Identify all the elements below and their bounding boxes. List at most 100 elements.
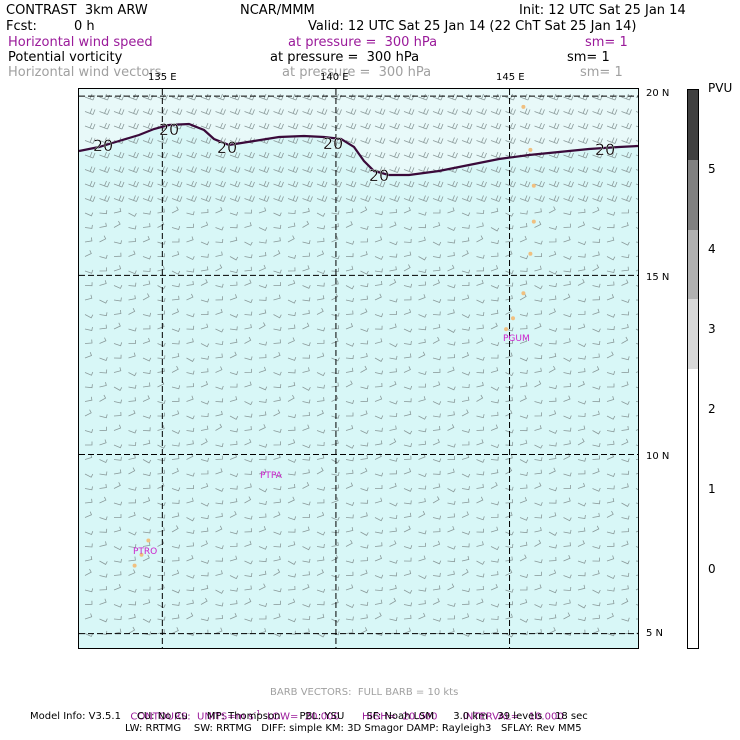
wind-barb bbox=[418, 151, 429, 159]
wind-barb bbox=[171, 283, 180, 288]
wind-barb bbox=[244, 311, 253, 316]
wind-barb bbox=[360, 601, 369, 606]
wind-barb bbox=[374, 542, 383, 547]
wind-barb bbox=[171, 512, 180, 518]
wind-barb bbox=[142, 210, 151, 215]
wind-barb bbox=[200, 151, 212, 159]
wind-barb bbox=[128, 180, 139, 188]
wind-barb bbox=[99, 439, 107, 446]
wind-barb bbox=[563, 166, 574, 173]
wind-barb bbox=[273, 473, 282, 478]
wind-barb bbox=[374, 180, 386, 188]
wind-barb bbox=[244, 195, 255, 202]
wind-barb bbox=[316, 499, 325, 504]
wind-barb bbox=[302, 354, 310, 359]
wind-barb bbox=[244, 560, 253, 565]
wind-barb bbox=[461, 613, 470, 620]
wind-barb bbox=[592, 500, 601, 505]
wind-barb bbox=[316, 467, 324, 475]
wind-barb bbox=[577, 151, 589, 159]
wind-barb bbox=[548, 487, 558, 492]
wind-barb bbox=[287, 414, 296, 419]
flight-track bbox=[132, 104, 536, 568]
wind-barb bbox=[403, 137, 415, 144]
wind-barb bbox=[302, 444, 311, 449]
wind-barb bbox=[505, 429, 514, 434]
wind-barb bbox=[113, 285, 123, 289]
wind-barb bbox=[476, 598, 484, 605]
wind-barb bbox=[345, 355, 354, 360]
wind-barb bbox=[244, 299, 253, 304]
wind-barb bbox=[142, 293, 150, 301]
wind-barb bbox=[374, 195, 386, 202]
flight-track-point bbox=[511, 316, 515, 321]
wind-barb bbox=[331, 427, 339, 432]
wind-barb bbox=[345, 457, 354, 462]
wind-barb bbox=[461, 137, 473, 144]
wind-barb bbox=[534, 628, 542, 634]
wind-barb bbox=[229, 313, 239, 318]
wind-barb bbox=[345, 424, 354, 431]
wind-barb bbox=[621, 254, 630, 259]
wind-barb bbox=[577, 221, 586, 228]
wind-barb bbox=[302, 195, 313, 202]
wind-barb bbox=[142, 312, 152, 317]
colorbar-segment bbox=[688, 159, 698, 230]
wind-barb bbox=[273, 396, 281, 402]
station-pgum: PGUM bbox=[503, 334, 530, 344]
wind-barb bbox=[490, 444, 500, 449]
wind-barb bbox=[84, 409, 92, 417]
wind-barb bbox=[490, 297, 499, 302]
wind-barb bbox=[606, 542, 615, 547]
wind-barb bbox=[316, 397, 325, 402]
wind-barb bbox=[302, 309, 310, 315]
wind-barb bbox=[244, 368, 252, 373]
wind-barb bbox=[171, 430, 181, 435]
wind-barb bbox=[403, 122, 415, 130]
wind-barb bbox=[606, 256, 616, 261]
wind-barb bbox=[142, 516, 152, 521]
wind-barb bbox=[331, 618, 340, 623]
wind-barb bbox=[519, 554, 527, 562]
wind-barb bbox=[273, 498, 281, 504]
wind-barb bbox=[519, 210, 528, 215]
wind-barb bbox=[113, 354, 122, 359]
wind-barb bbox=[331, 235, 339, 243]
wind-barb bbox=[563, 542, 571, 547]
wind-barb bbox=[84, 166, 96, 173]
wind-barb bbox=[142, 223, 151, 228]
wind-barb bbox=[200, 311, 209, 316]
wind-barb bbox=[374, 599, 383, 605]
wind-barb bbox=[447, 108, 458, 115]
wind-barb bbox=[534, 342, 543, 347]
wind-barb bbox=[157, 180, 168, 188]
wind-barb bbox=[287, 222, 296, 228]
wind-barb bbox=[244, 108, 255, 115]
wind-barb bbox=[302, 615, 311, 620]
wind-barb bbox=[592, 166, 603, 173]
wind-barb bbox=[519, 255, 529, 260]
wind-barb bbox=[244, 438, 252, 446]
wind-barb bbox=[577, 323, 586, 330]
wind-barb bbox=[113, 411, 122, 417]
wind-barb bbox=[244, 572, 253, 577]
wind-barb bbox=[490, 526, 499, 533]
wind-barb bbox=[273, 613, 281, 620]
wind-barb bbox=[316, 137, 328, 144]
wind-barb bbox=[200, 413, 209, 418]
wind-barb bbox=[461, 486, 470, 491]
wind-barb bbox=[142, 280, 151, 286]
wind-barb bbox=[142, 554, 150, 562]
wind-barb bbox=[403, 296, 412, 301]
wind-barb bbox=[84, 511, 93, 518]
wind-barb bbox=[563, 370, 572, 375]
wind-barb bbox=[331, 586, 339, 591]
wind-barb bbox=[534, 166, 545, 173]
wind-barb bbox=[200, 438, 208, 446]
wind-barb bbox=[520, 586, 528, 591]
wind-barb bbox=[229, 371, 239, 376]
wind-barb bbox=[84, 212, 94, 217]
wind-barb bbox=[345, 571, 354, 576]
wind-barb bbox=[302, 166, 313, 173]
wind-barb bbox=[606, 166, 618, 173]
